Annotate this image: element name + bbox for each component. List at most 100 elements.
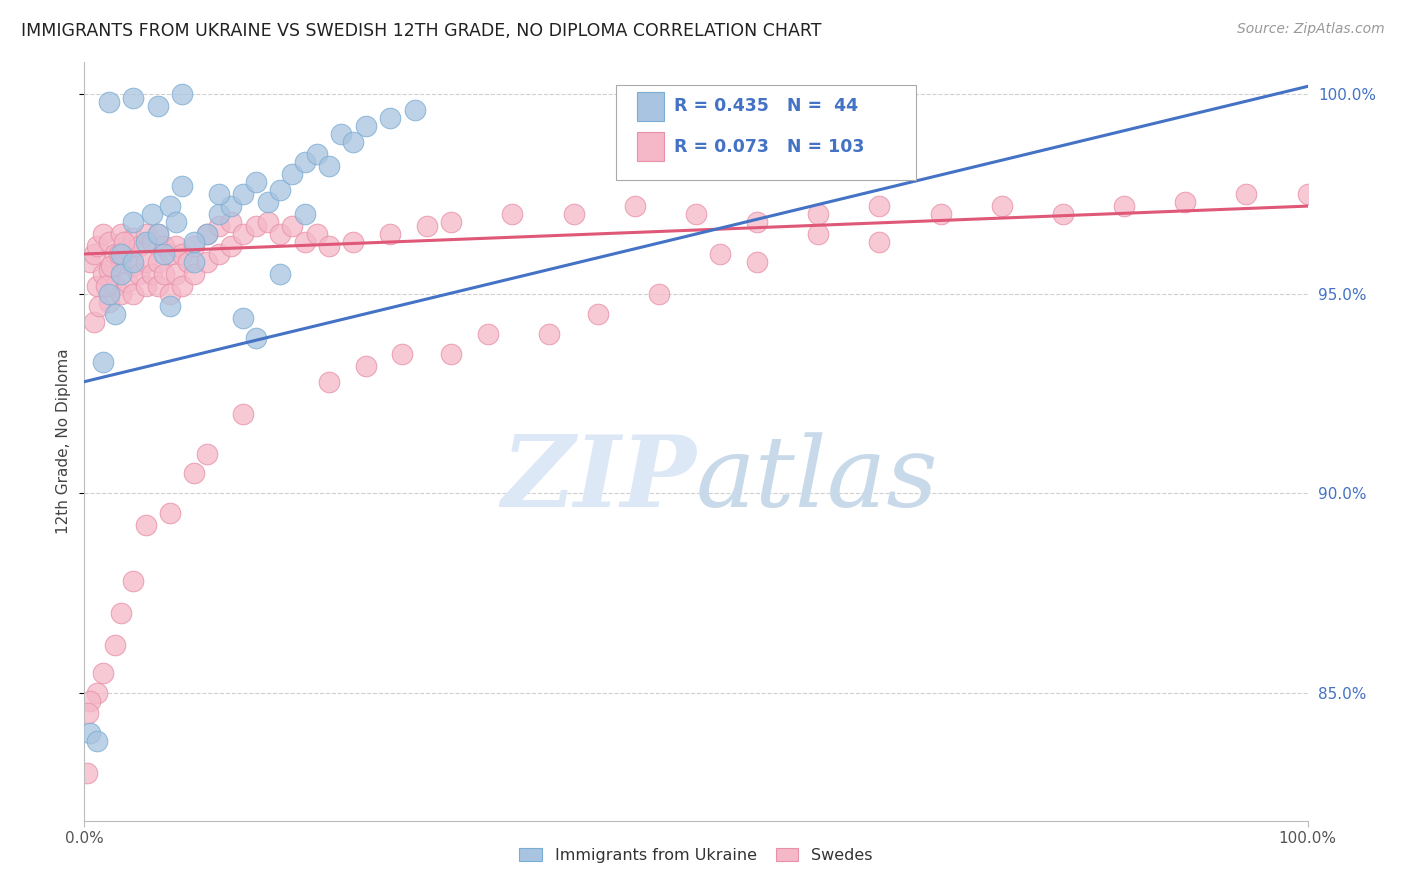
Text: atlas: atlas: [696, 432, 939, 527]
Point: [477, 326, 499, 341]
Point: [245, 219, 267, 233]
Point: [97, 263, 120, 277]
Point: [294, 155, 316, 169]
Point: [172, 247, 194, 261]
Point: [1174, 195, 1197, 210]
Point: [165, 215, 187, 229]
Point: [208, 187, 231, 202]
Point: [110, 255, 132, 269]
Point: [104, 307, 127, 321]
Point: [128, 267, 150, 281]
Point: [141, 235, 163, 249]
Point: [79, 255, 101, 269]
Point: [91, 267, 114, 281]
Point: [122, 215, 145, 229]
Point: [219, 215, 242, 229]
Point: [104, 247, 127, 261]
Point: [107, 247, 129, 261]
Point: [146, 227, 169, 241]
Point: [135, 279, 157, 293]
Point: [195, 227, 218, 241]
Point: [404, 103, 426, 118]
Point: [354, 120, 377, 134]
Point: [183, 239, 205, 253]
Point: [269, 227, 291, 241]
Point: [86, 686, 108, 700]
Point: [135, 235, 157, 249]
Point: [183, 235, 205, 249]
Point: [146, 99, 169, 113]
FancyBboxPatch shape: [616, 85, 917, 180]
Point: [79, 694, 101, 708]
Point: [195, 227, 218, 241]
Text: ZIP: ZIP: [501, 431, 696, 528]
Point: [219, 199, 242, 213]
Point: [380, 112, 402, 126]
Point: [281, 167, 304, 181]
Point: [294, 207, 316, 221]
Point: [807, 207, 830, 221]
Point: [586, 307, 609, 321]
Point: [104, 279, 127, 293]
Point: [112, 235, 135, 249]
Point: [807, 227, 830, 241]
Point: [245, 331, 267, 345]
Point: [110, 227, 132, 241]
Point: [869, 235, 891, 249]
Point: [135, 518, 157, 533]
Point: [76, 765, 98, 780]
Point: [685, 207, 707, 221]
Point: [87, 299, 110, 313]
Point: [153, 267, 176, 281]
Point: [747, 255, 769, 269]
Point: [281, 219, 304, 233]
Point: [183, 267, 205, 281]
Point: [1236, 187, 1258, 202]
Point: [146, 227, 169, 241]
Point: [146, 255, 169, 269]
Text: R = 0.435   N =  44: R = 0.435 N = 44: [673, 97, 858, 115]
Point: [232, 407, 254, 421]
Point: [86, 734, 108, 748]
Point: [153, 247, 176, 261]
Point: [91, 227, 114, 241]
Point: [257, 215, 280, 229]
Point: [294, 235, 316, 249]
Point: [172, 87, 194, 102]
Point: [172, 279, 194, 293]
Point: [208, 247, 231, 261]
Point: [391, 347, 413, 361]
Point: [115, 275, 138, 289]
Point: [128, 239, 150, 253]
Point: [177, 255, 200, 269]
Point: [208, 219, 231, 233]
Point: [165, 239, 187, 253]
Point: [122, 91, 145, 105]
Point: [86, 279, 108, 293]
Point: [122, 286, 145, 301]
Point: [97, 95, 120, 110]
Point: [122, 255, 145, 269]
Point: [1114, 199, 1136, 213]
Bar: [637, 132, 664, 161]
Point: [122, 259, 145, 273]
Point: [1052, 207, 1074, 221]
Point: [141, 267, 163, 281]
Point: [380, 227, 402, 241]
Text: IMMIGRANTS FROM UKRAINE VS SWEDISH 12TH GRADE, NO DIPLOMA CORRELATION CHART: IMMIGRANTS FROM UKRAINE VS SWEDISH 12TH …: [21, 22, 821, 40]
Point: [97, 235, 120, 249]
Point: [146, 279, 169, 293]
Point: [97, 286, 120, 301]
Point: [305, 147, 328, 161]
Point: [991, 199, 1014, 213]
Point: [245, 175, 267, 189]
Point: [183, 255, 205, 269]
Point: [502, 207, 524, 221]
Point: [96, 279, 118, 293]
Point: [122, 574, 145, 589]
Point: [195, 446, 218, 460]
Point: [232, 187, 254, 202]
Point: [624, 199, 647, 213]
Point: [269, 267, 291, 281]
Point: [330, 128, 353, 142]
